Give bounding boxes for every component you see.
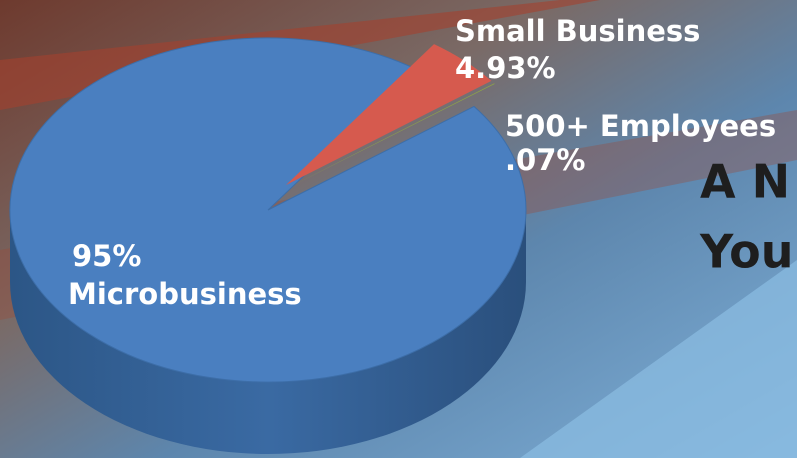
water-deco xyxy=(520,260,797,458)
category-label: Small Business xyxy=(455,14,700,48)
value-label: 95% xyxy=(72,239,141,273)
value-label: 4.93% xyxy=(455,51,556,85)
pie-slice xyxy=(286,44,492,186)
pie-slice xyxy=(288,83,495,188)
pie-slice xyxy=(9,37,527,383)
value-label: .07% xyxy=(505,143,585,177)
category-label: Microbusiness xyxy=(68,277,302,311)
headline: A N xyxy=(700,155,790,209)
pie xyxy=(9,37,527,454)
labels: 95% Microbusiness 4.93%Small Business .07%5… xyxy=(68,14,776,311)
category-label: 500+ Employees xyxy=(505,109,776,143)
headline: You xyxy=(699,225,793,279)
